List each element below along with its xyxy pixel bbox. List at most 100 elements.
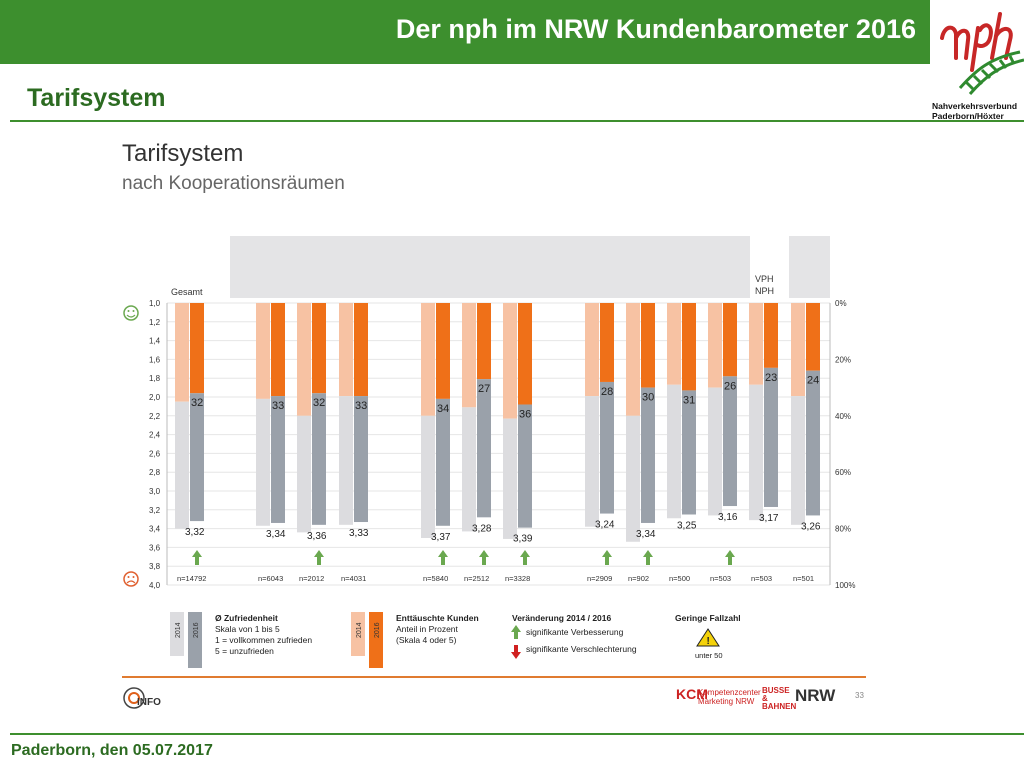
improvement-arrow-icon (479, 550, 489, 565)
bar-2014-enttaeuscht (667, 303, 681, 385)
y-left-tick-label: 1,6 (149, 355, 161, 364)
improvement-arrow-icon (192, 550, 202, 565)
enttaeuscht-value-label: 33 (355, 400, 367, 412)
n-label: n=2909 (587, 574, 612, 583)
improvement-arrow-icon (520, 550, 530, 565)
y-right-tick-label: 100% (835, 581, 855, 590)
legend-zufriedenheit-line: Skala von 1 bis 5 (215, 624, 280, 634)
bar-2016-enttaeuscht (312, 303, 326, 394)
y-right-tick-label: 40% (835, 412, 851, 421)
enttaeuscht-value-label: 30 (642, 392, 654, 404)
bottom-divider (10, 733, 1024, 735)
n-label: n=3328 (505, 574, 530, 583)
enttaeuscht-value-label: 23 (765, 372, 777, 384)
y-left-tick-label: 3,0 (149, 487, 161, 496)
bar-2014-enttaeuscht (503, 303, 517, 419)
legend-verbesserung: signifikante Verbesserung (526, 627, 624, 637)
bar-2014-enttaeuscht (175, 303, 189, 402)
bar-2014-zufriedenheit (256, 398, 270, 526)
bar-2016-zufriedenheit (764, 367, 778, 507)
bar-2014-zufriedenheit (667, 384, 681, 519)
n-label: n=14792 (177, 574, 206, 583)
bar-2014-enttaeuscht (749, 303, 763, 385)
legend-zufriedenheit-title: Ø Zufriedenheit (215, 613, 278, 623)
bar-2016-zufriedenheit (190, 393, 204, 522)
busse-bahnen-logo: BUSSE & BAHNEN (762, 686, 797, 711)
bar-2016-zufriedenheit (641, 387, 655, 523)
sad-face-mouth (126, 580, 136, 584)
bar-2014-zufriedenheit (791, 396, 805, 525)
sad-face-eye (127, 576, 130, 578)
y-left-tick-label: 2,8 (149, 468, 161, 477)
improvement-arrow-icon (643, 550, 653, 565)
y-left-tick-label: 3,6 (149, 543, 161, 552)
y-left-tick-label: 3,8 (149, 562, 161, 571)
sad-face-icon (123, 571, 139, 587)
bar-2014-enttaeuscht (791, 303, 805, 397)
legend-verschlechterung: signifikante Verschlechterung (526, 644, 637, 654)
zufriedenheit-value-label: 3,37 (431, 532, 451, 543)
warning-icon (696, 628, 720, 647)
improvement-arrow-icon (602, 550, 612, 565)
enttaeuscht-value-label: 31 (683, 394, 695, 406)
legend-swatch-2014-gray (170, 612, 184, 656)
y-left-tick-label: 3,4 (149, 525, 161, 534)
enttaeuscht-value-label: 24 (807, 375, 819, 387)
n-label: n=503 (710, 574, 731, 583)
y-left-tick-label: 2,2 (149, 412, 161, 421)
y-right-tick-label: 20% (835, 355, 851, 364)
bar-2016-enttaeuscht (436, 303, 450, 399)
zufriedenheit-value-label: 3,32 (185, 527, 205, 538)
zufriedenheit-value-label: 3,17 (759, 513, 779, 524)
zufriedenheit-value-label: 3,34 (266, 529, 286, 540)
zufriedenheit-value-label: 3,25 (677, 521, 697, 532)
happy-face-mouth (126, 314, 136, 318)
deterioration-arrow-icon (511, 645, 521, 659)
kcm-logo: KCM (676, 686, 708, 702)
improvement-arrow-icon (725, 550, 735, 565)
legend-swatch-2016-gray (188, 612, 202, 668)
group-header-panel (789, 236, 830, 298)
y-left-tick-label: 1,2 (149, 318, 161, 327)
enttaeuscht-value-label: 27 (478, 383, 490, 395)
bar-2016-enttaeuscht (600, 303, 614, 382)
org-name: Nahverkehrsverbund Paderborn/Höxter (932, 101, 1024, 121)
bar-2014-enttaeuscht (708, 303, 722, 388)
info-logo (122, 684, 182, 716)
y-left-tick-label: 2,0 (149, 393, 161, 402)
n-label: n=2512 (464, 574, 489, 583)
legend-year-2016: 2016 (374, 622, 381, 638)
n-label: n=902 (628, 574, 649, 583)
zufriedenheit-value-label: 3,26 (801, 521, 821, 532)
bar-2014-zufriedenheit (339, 396, 353, 525)
zufriedenheit-value-label: 3,28 (472, 523, 492, 534)
legend-enttaeuscht-line: (Skala 4 oder 5) (396, 635, 457, 645)
happy-face-eye (127, 310, 130, 312)
info-text: INFO (137, 697, 161, 708)
legend-year-2016: 2016 (193, 622, 200, 638)
bar-2016-enttaeuscht (190, 303, 204, 394)
n-label: n=5840 (423, 574, 448, 583)
enttaeuscht-value-label: 33 (272, 400, 284, 412)
n-label: n=6043 (258, 574, 283, 583)
footer-date: Paderborn, den 05.07.2017 (11, 742, 213, 759)
legend-swatch-2014-orange (351, 612, 365, 656)
bar-2016-zufriedenheit (477, 379, 491, 518)
enttaeuscht-value-label: 28 (601, 386, 613, 398)
legend-zufriedenheit-line: 5 = unzufrieden (215, 646, 274, 656)
y-left-tick-label: 1,0 (149, 299, 161, 308)
bar-2016-zufriedenheit (806, 370, 820, 516)
warning-icon-mark: ! (707, 636, 710, 647)
n-label: n=2012 (299, 574, 324, 583)
page-number: 33 (855, 691, 864, 700)
bar-2014-zufriedenheit (749, 384, 763, 521)
legend-enttaeuscht-title: Enttäuschte Kunden (396, 613, 479, 623)
group-label-gesamt: Gesamt (171, 287, 203, 297)
zufriedenheit-value-label: 3,39 (513, 534, 533, 545)
n-label: n=503 (751, 574, 772, 583)
enttaeuscht-value-label: 32 (191, 397, 203, 409)
improvement-arrow-icon (314, 550, 324, 565)
legend-swatch-2016-orange (369, 612, 383, 668)
bar-2016-enttaeuscht (806, 303, 820, 371)
y-left-tick-label: 4,0 (149, 581, 161, 590)
